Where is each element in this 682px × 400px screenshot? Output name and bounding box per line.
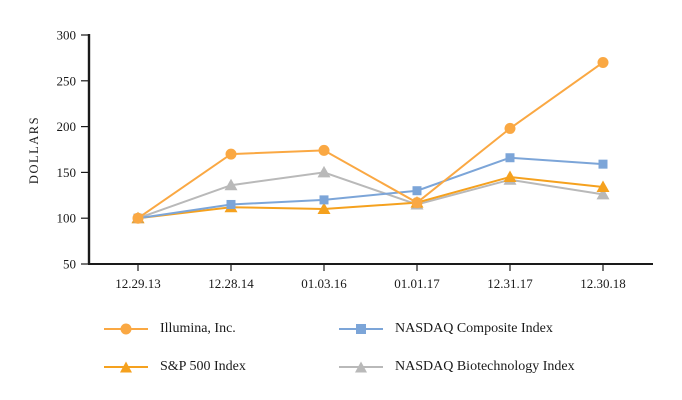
x-tick-label: 01.03.16 (301, 276, 347, 291)
nasdaq-biotechnology-index-point-marker (596, 187, 610, 200)
legend-label-sp500: S&P 500 Index (160, 359, 246, 374)
legend-item-illumina: Illumina, Inc. (104, 320, 236, 338)
x-tick-label: 01.01.17 (394, 276, 440, 291)
illumina-inc-point-marker (318, 144, 330, 156)
nasdaq-composite-index-point-marker (598, 159, 608, 169)
x-tick-label: 12.29.13 (115, 276, 161, 291)
y-tick-label: 50 (63, 257, 76, 272)
sp500-triangle-marker-icon (104, 360, 148, 374)
nasdaq-composite-index-point-marker (226, 199, 236, 209)
nasdaq-biotechnology-index-line (137, 171, 604, 220)
nasdaq-biotech-triangle-marker-icon (339, 360, 383, 374)
illumina-circle-marker-icon (104, 322, 148, 336)
s-p-500-index-point-marker (596, 180, 610, 193)
y-tick-label: 200 (57, 119, 77, 134)
y-tick-label: 250 (57, 73, 77, 88)
nasdaq-composite-index-point-marker (505, 153, 515, 163)
s-p-500-index-line (137, 175, 604, 220)
y-tick-label: 100 (57, 211, 77, 226)
x-tick-label: 12.30.18 (580, 276, 626, 291)
illumina-inc-point-marker (411, 197, 423, 209)
y-tick-label: 150 (57, 165, 77, 180)
nasdaq-composite-square-marker-icon (339, 322, 383, 336)
s-p-500-index-point-marker (317, 202, 331, 215)
legend-item-sp500: S&P 500 Index (104, 358, 246, 376)
illumina-inc-point-marker (225, 148, 237, 160)
legend-label-illumina: Illumina, Inc. (160, 321, 236, 336)
s-p-500-index-point-marker (503, 170, 517, 182)
nasdaq-composite-index-point-marker (319, 195, 329, 205)
chart-plot-area: 50 100 150 200 250 300 12.29.13 12.28.14 01.03.1… (27, 28, 653, 291)
legend-label-nasdaq-biotech: NASDAQ Biotechnology Index (395, 359, 575, 374)
illumina-inc-point-marker (597, 56, 609, 68)
legend-item-nasdaq-composite: NASDAQ Composite Index (339, 320, 553, 338)
nasdaq-biotechnology-index-point-marker (224, 178, 238, 191)
x-tick-label: 12.28.14 (208, 276, 254, 291)
y-axis-title: DOLLARS (27, 116, 41, 184)
legend-item-nasdaq-biotech: NASDAQ Biotechnology Index (339, 358, 575, 376)
x-tick-label: 12.31.17 (487, 276, 533, 291)
y-tick-label: 300 (57, 28, 77, 43)
nasdaq-composite-index-line (137, 156, 604, 220)
legend-label-nasdaq-composite: NASDAQ Composite Index (395, 321, 553, 336)
illumina-inc-line (137, 61, 604, 220)
illumina-inc-point-marker (132, 212, 144, 224)
nasdaq-composite-index-point-marker (412, 186, 422, 196)
nasdaq-biotechnology-index-point-marker (317, 165, 331, 178)
illumina-inc-point-marker (504, 122, 516, 134)
